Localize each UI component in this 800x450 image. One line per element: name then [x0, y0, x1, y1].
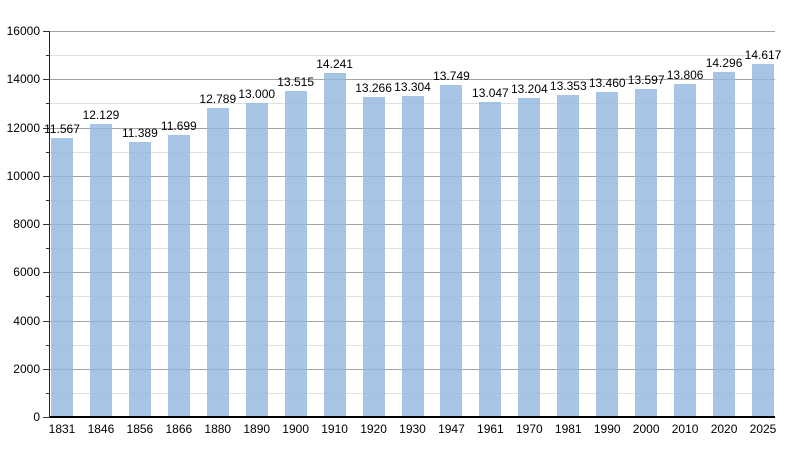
x-axis-tick-label: 1831	[48, 422, 76, 436]
bar	[479, 102, 502, 417]
x-axis-tick-label: 2025	[749, 422, 777, 436]
y-axis-tick-minor	[46, 55, 50, 57]
bar	[440, 85, 463, 417]
y-axis-tick-label: 2000	[13, 361, 40, 376]
x-axis-tick-label: 2000	[632, 422, 660, 436]
bar	[401, 96, 424, 417]
bar	[245, 103, 268, 417]
y-axis-tick-major	[43, 31, 50, 32]
y-axis-tick-major	[43, 127, 50, 129]
bar	[89, 124, 112, 417]
bar-value-label: 13.806	[666, 67, 704, 82]
y-axis-tick-label: 8000	[13, 217, 40, 231]
x-axis-line	[50, 416, 775, 418]
bar-value-label: 11.389	[121, 126, 158, 141]
bar-value-label: 13.515	[277, 74, 315, 89]
bar	[323, 73, 346, 417]
y-axis-tick-label: 10000	[6, 168, 40, 183]
x-axis-tick-label: 1910	[321, 422, 348, 436]
x-axis-tick-label: 1920	[360, 422, 387, 436]
x-axis-tick-label: 2020	[710, 422, 738, 436]
bar-value-label: 13.204	[510, 82, 548, 97]
bar	[51, 137, 73, 417]
bar-value-label: 11.699	[160, 118, 197, 133]
x-axis-tick-label: 1930	[399, 422, 426, 436]
plot-area: 11.567 12.129 11.389 11.699 12.789 13.000 13.5…	[44, 31, 781, 417]
x-axis-tick-label: 2010	[671, 422, 699, 436]
x-axis-tick-label: 1961	[477, 422, 504, 436]
y-axis-tick-major	[43, 320, 50, 322]
y-axis-tick-label: 14000	[6, 72, 40, 87]
bar-value-label: 13.304	[394, 80, 431, 95]
y-axis-tick-label: 0	[33, 410, 40, 424]
y-axis-tick-label: 6000	[13, 265, 40, 280]
y-axis-tick-major	[43, 224, 50, 225]
y-axis-tick-major	[43, 272, 50, 274]
bar	[557, 94, 580, 417]
bar-value-label: 14.296	[705, 56, 743, 71]
bar	[284, 90, 307, 417]
bar-value-label: 14.617	[744, 48, 782, 63]
bar	[752, 64, 774, 417]
x-axis-tick-label: 1990	[593, 422, 621, 436]
bar	[362, 96, 385, 417]
bar-value-label: 11.567	[44, 121, 80, 136]
bar-value-label: 12.789	[199, 92, 237, 107]
y-axis-tick-minor	[46, 248, 50, 250]
x-axis-tick-label: 1970	[515, 422, 543, 436]
y-axis-tick-minor	[46, 392, 50, 394]
bar-value-label: 13.460	[588, 76, 626, 91]
y-axis-tick-major	[43, 417, 50, 418]
y-axis-tick-label: 16000	[6, 24, 40, 38]
x-axis-tick-label: 1900	[282, 422, 310, 436]
gridline-major	[50, 31, 775, 32]
y-axis-tick-minor	[46, 199, 50, 201]
bar	[635, 88, 658, 417]
bar-value-label: 13.749	[433, 69, 470, 84]
x-axis-tick-label: 1880	[204, 422, 232, 436]
bar	[167, 134, 190, 417]
gridline-major	[50, 79, 775, 81]
y-axis-tick-minor	[46, 103, 50, 105]
bar-value-label: 14.241	[316, 57, 353, 72]
x-axis-tick-label: 1890	[243, 422, 271, 436]
bar-value-label: 12.129	[82, 108, 120, 123]
bar-value-label: 13.266	[355, 80, 392, 95]
bar	[206, 108, 229, 417]
y-axis-tick-major	[43, 175, 50, 177]
bar	[518, 98, 541, 417]
y-axis-tick-major	[43, 368, 50, 370]
x-axis-tick-label: 1846	[87, 422, 115, 436]
y-axis-tick-label: 12000	[6, 120, 40, 135]
bar-value-label: 13.000	[238, 87, 276, 102]
bar	[713, 72, 736, 417]
y-axis-tick-label: 4000	[13, 313, 40, 328]
bar-value-label: 13.353	[549, 78, 587, 93]
y-axis-tick-minor	[46, 296, 50, 298]
y-axis-tick-minor	[46, 344, 50, 346]
bar	[128, 142, 151, 417]
bar-value-label: 13.597	[627, 72, 665, 87]
y-axis-tick-major	[43, 79, 50, 81]
x-axis-tick-label: 1856	[126, 422, 154, 436]
x-axis-tick-label: 1947	[438, 422, 465, 436]
x-axis-tick-label: 1866	[165, 422, 193, 436]
x-axis-tick-label: 1981	[554, 422, 582, 436]
bar	[596, 92, 619, 417]
bar-value-label: 13.047	[472, 86, 509, 101]
y-axis-tick-minor	[46, 151, 50, 153]
gridline-minor	[50, 55, 775, 57]
bar	[674, 83, 697, 417]
